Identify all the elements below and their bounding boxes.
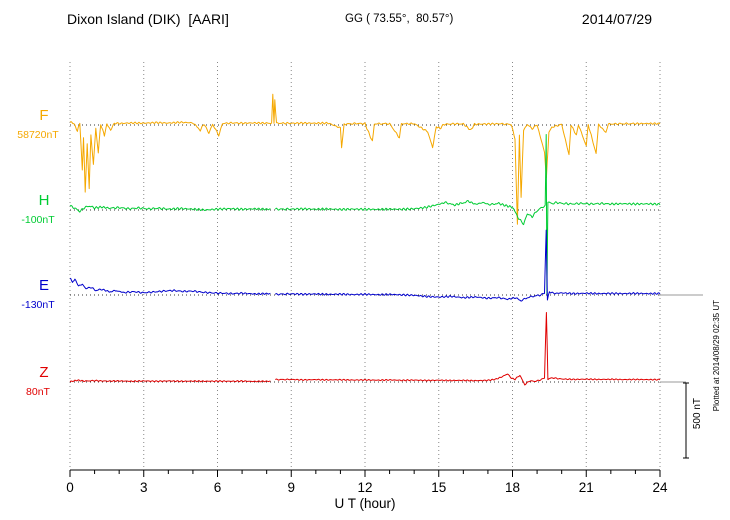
scale-bar-label: 500 nT [692, 398, 703, 430]
x-tick-label-21: 21 [579, 480, 594, 495]
plot-date: 2014/07/29 [581, 11, 652, 27]
x-tick-labels: 0 3 6 9 12 15 18 21 24 [66, 480, 668, 495]
x-tick-label-9: 9 [287, 480, 295, 495]
series-E-baseline-value: -130nT [21, 299, 55, 311]
x-tick-label-0: 0 [66, 480, 74, 495]
gg-coordinates: GG ( 73.55°, 80.57°) [345, 13, 454, 25]
vertical-gridlines [69, 62, 661, 470]
series-Z-baseline-value: 80nT [26, 386, 51, 398]
series-H: H -100nT [21, 134, 661, 296]
series-E: E -130nT [21, 229, 661, 311]
series-H-label: H [39, 192, 50, 209]
series-F-label: F [39, 107, 48, 124]
series-F-trace [69, 93, 661, 225]
series-E-trace [69, 229, 661, 302]
series-H-baseline-value: -100nT [21, 214, 55, 226]
series-E-label: E [39, 277, 49, 294]
x-axis-title: U T (hour) [334, 496, 396, 511]
series-Z-label: Z [39, 364, 48, 381]
x-tick-label-24: 24 [652, 480, 668, 495]
series-Z-trace [69, 312, 661, 386]
x-tick-label-3: 3 [140, 480, 148, 495]
series-H-trace [69, 134, 661, 296]
series-F-baseline-value: 58720nT [17, 129, 59, 141]
x-tick-label-12: 12 [357, 480, 372, 495]
series-Z: Z 80nT [26, 312, 661, 398]
x-tick-label-18: 18 [505, 480, 520, 495]
x-axis [69, 469, 661, 477]
x-tick-label-6: 6 [214, 480, 222, 495]
plotted-at-note: Plotted at 2014/08/29 02:35 UT [712, 300, 721, 412]
x-tick-label-15: 15 [431, 480, 446, 495]
station-title: Dixon Island (DIK) [AARI] [67, 11, 229, 27]
series-F: F 58720nT [17, 93, 661, 225]
scale-bar [683, 382, 689, 459]
